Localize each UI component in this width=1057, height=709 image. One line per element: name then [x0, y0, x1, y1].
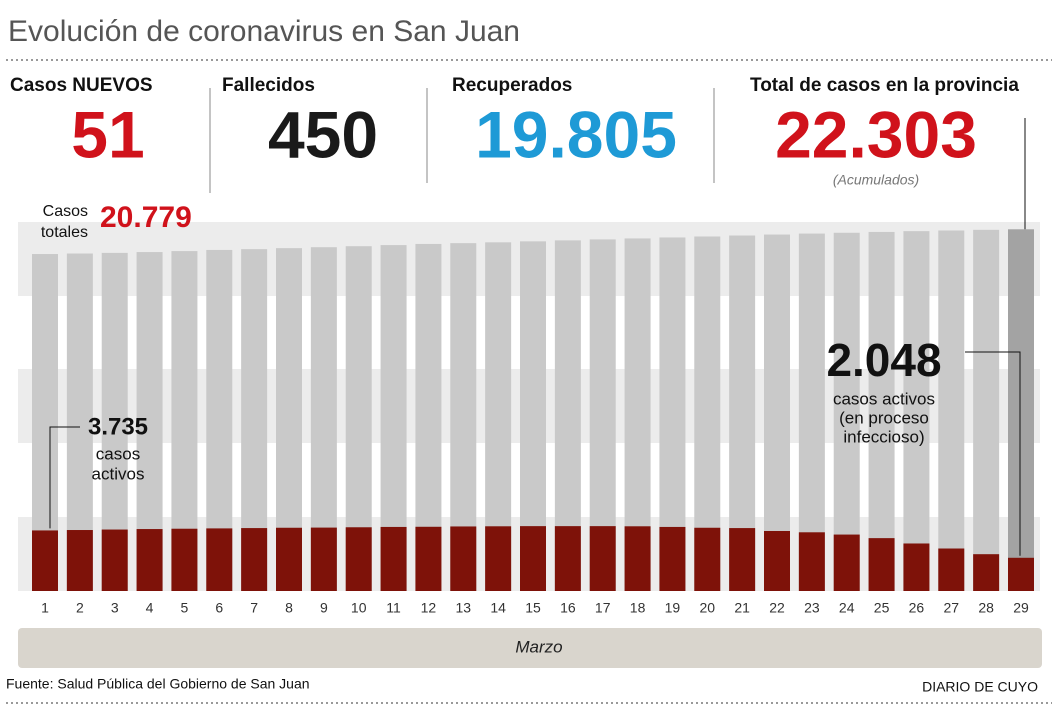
active-bar [66, 530, 93, 591]
x-tick-label: 7 [250, 600, 258, 616]
active-bar [729, 528, 756, 591]
active-note: casos [96, 444, 140, 463]
x-tick-label: 27 [943, 600, 959, 616]
x-tick-label: 8 [285, 600, 293, 616]
x-tick-label: 23 [804, 600, 820, 616]
chart-title: Evolución de coronavirus en San Juan [8, 15, 520, 48]
leader [49, 426, 80, 529]
x-tick-label: 2 [76, 600, 84, 616]
kpi-value: 22.303 [775, 97, 977, 171]
active-bar [624, 526, 651, 591]
x-tick-label: 18 [630, 600, 646, 616]
x-tick-label: 19 [665, 600, 681, 616]
active-bar [554, 526, 581, 591]
kpi-value: 51 [71, 97, 144, 171]
kpi-label: Recuperados [452, 75, 572, 96]
x-tick-label: 3 [111, 600, 119, 616]
brand: DIARIO DE CUYO [922, 679, 1038, 695]
kpi-value: 19.805 [475, 97, 677, 171]
active-bar [171, 528, 198, 591]
active-bar [101, 529, 128, 591]
active-bar [903, 543, 930, 591]
active-note: infeccioso) [843, 427, 924, 446]
active-note: casos activos [833, 389, 935, 408]
active-bar [694, 527, 721, 591]
x-tick-label: 4 [146, 600, 154, 616]
active-note: activos [92, 464, 145, 483]
total-bar [938, 230, 965, 591]
x-tick-label: 5 [181, 600, 189, 616]
x-tick-label: 9 [320, 600, 328, 616]
total-bar [903, 231, 930, 591]
leader [965, 351, 1021, 556]
total-bar [973, 229, 1000, 592]
kpi-label: Casos NUEVOS [10, 75, 153, 96]
kpi-label: Total de casos en la provincia [750, 75, 1019, 96]
active-bar [973, 554, 1000, 591]
x-tick-label: 13 [455, 600, 471, 616]
x-tick-label: 12 [421, 600, 437, 616]
active-bar [241, 528, 268, 591]
total-note: Casos [43, 203, 88, 220]
active-bar [345, 527, 372, 591]
total-bar [798, 233, 825, 591]
x-tick-label: 24 [839, 600, 855, 616]
x-tick-label: 25 [874, 600, 890, 616]
active-bar [1008, 557, 1034, 591]
active-bar [764, 530, 790, 591]
kpi-label: Fallecidos [222, 75, 315, 96]
active-bar [833, 534, 860, 591]
total-note: totales [41, 224, 88, 241]
source: Fuente: Salud Pública del Gobierno de Sa… [6, 676, 310, 692]
x-tick-label: 20 [699, 600, 715, 616]
active-bar [206, 528, 233, 591]
x-tick-label: 1 [41, 600, 49, 616]
active-bar [380, 526, 407, 591]
x-tick-label: 11 [386, 600, 401, 616]
active-note: (en proceso [839, 408, 929, 427]
active-bar [450, 526, 477, 591]
x-tick-label: 10 [351, 600, 367, 616]
kpi-value: 450 [268, 97, 378, 171]
total-bar [868, 231, 895, 591]
x-tick-label: 6 [215, 600, 223, 616]
total-bar [833, 232, 860, 592]
x-tick-label: 22 [769, 600, 785, 616]
active-bar [415, 526, 442, 591]
x-tick-label: 26 [909, 600, 925, 616]
active-bar [520, 526, 546, 591]
x-tick-label: 28 [978, 600, 994, 616]
active-bar [659, 526, 686, 591]
x-tick-label: 14 [490, 600, 506, 616]
kpi-note: (Acumulados) [833, 172, 919, 188]
x-axis-band [18, 628, 1042, 668]
x-axis-label: Marzo [515, 637, 562, 656]
active-bar [310, 527, 337, 591]
active-bar [32, 530, 58, 591]
active-bar [938, 548, 965, 591]
x-tick-label: 17 [595, 600, 611, 616]
x-tick-label: 21 [734, 600, 750, 616]
x-tick-label: 29 [1013, 600, 1029, 616]
total-bar [1008, 229, 1034, 591]
active-bar [485, 526, 512, 591]
active-label: 2.048 [826, 334, 941, 386]
active-bar [798, 532, 825, 591]
active-bar [868, 538, 895, 591]
x-tick-label: 16 [560, 600, 576, 616]
active-bar [276, 527, 302, 591]
total-label: 20.779 [100, 201, 192, 234]
x-tick-label: 15 [525, 600, 541, 616]
active-bar [589, 526, 616, 591]
active-label: 3.735 [88, 413, 148, 440]
active-bar [136, 529, 163, 591]
